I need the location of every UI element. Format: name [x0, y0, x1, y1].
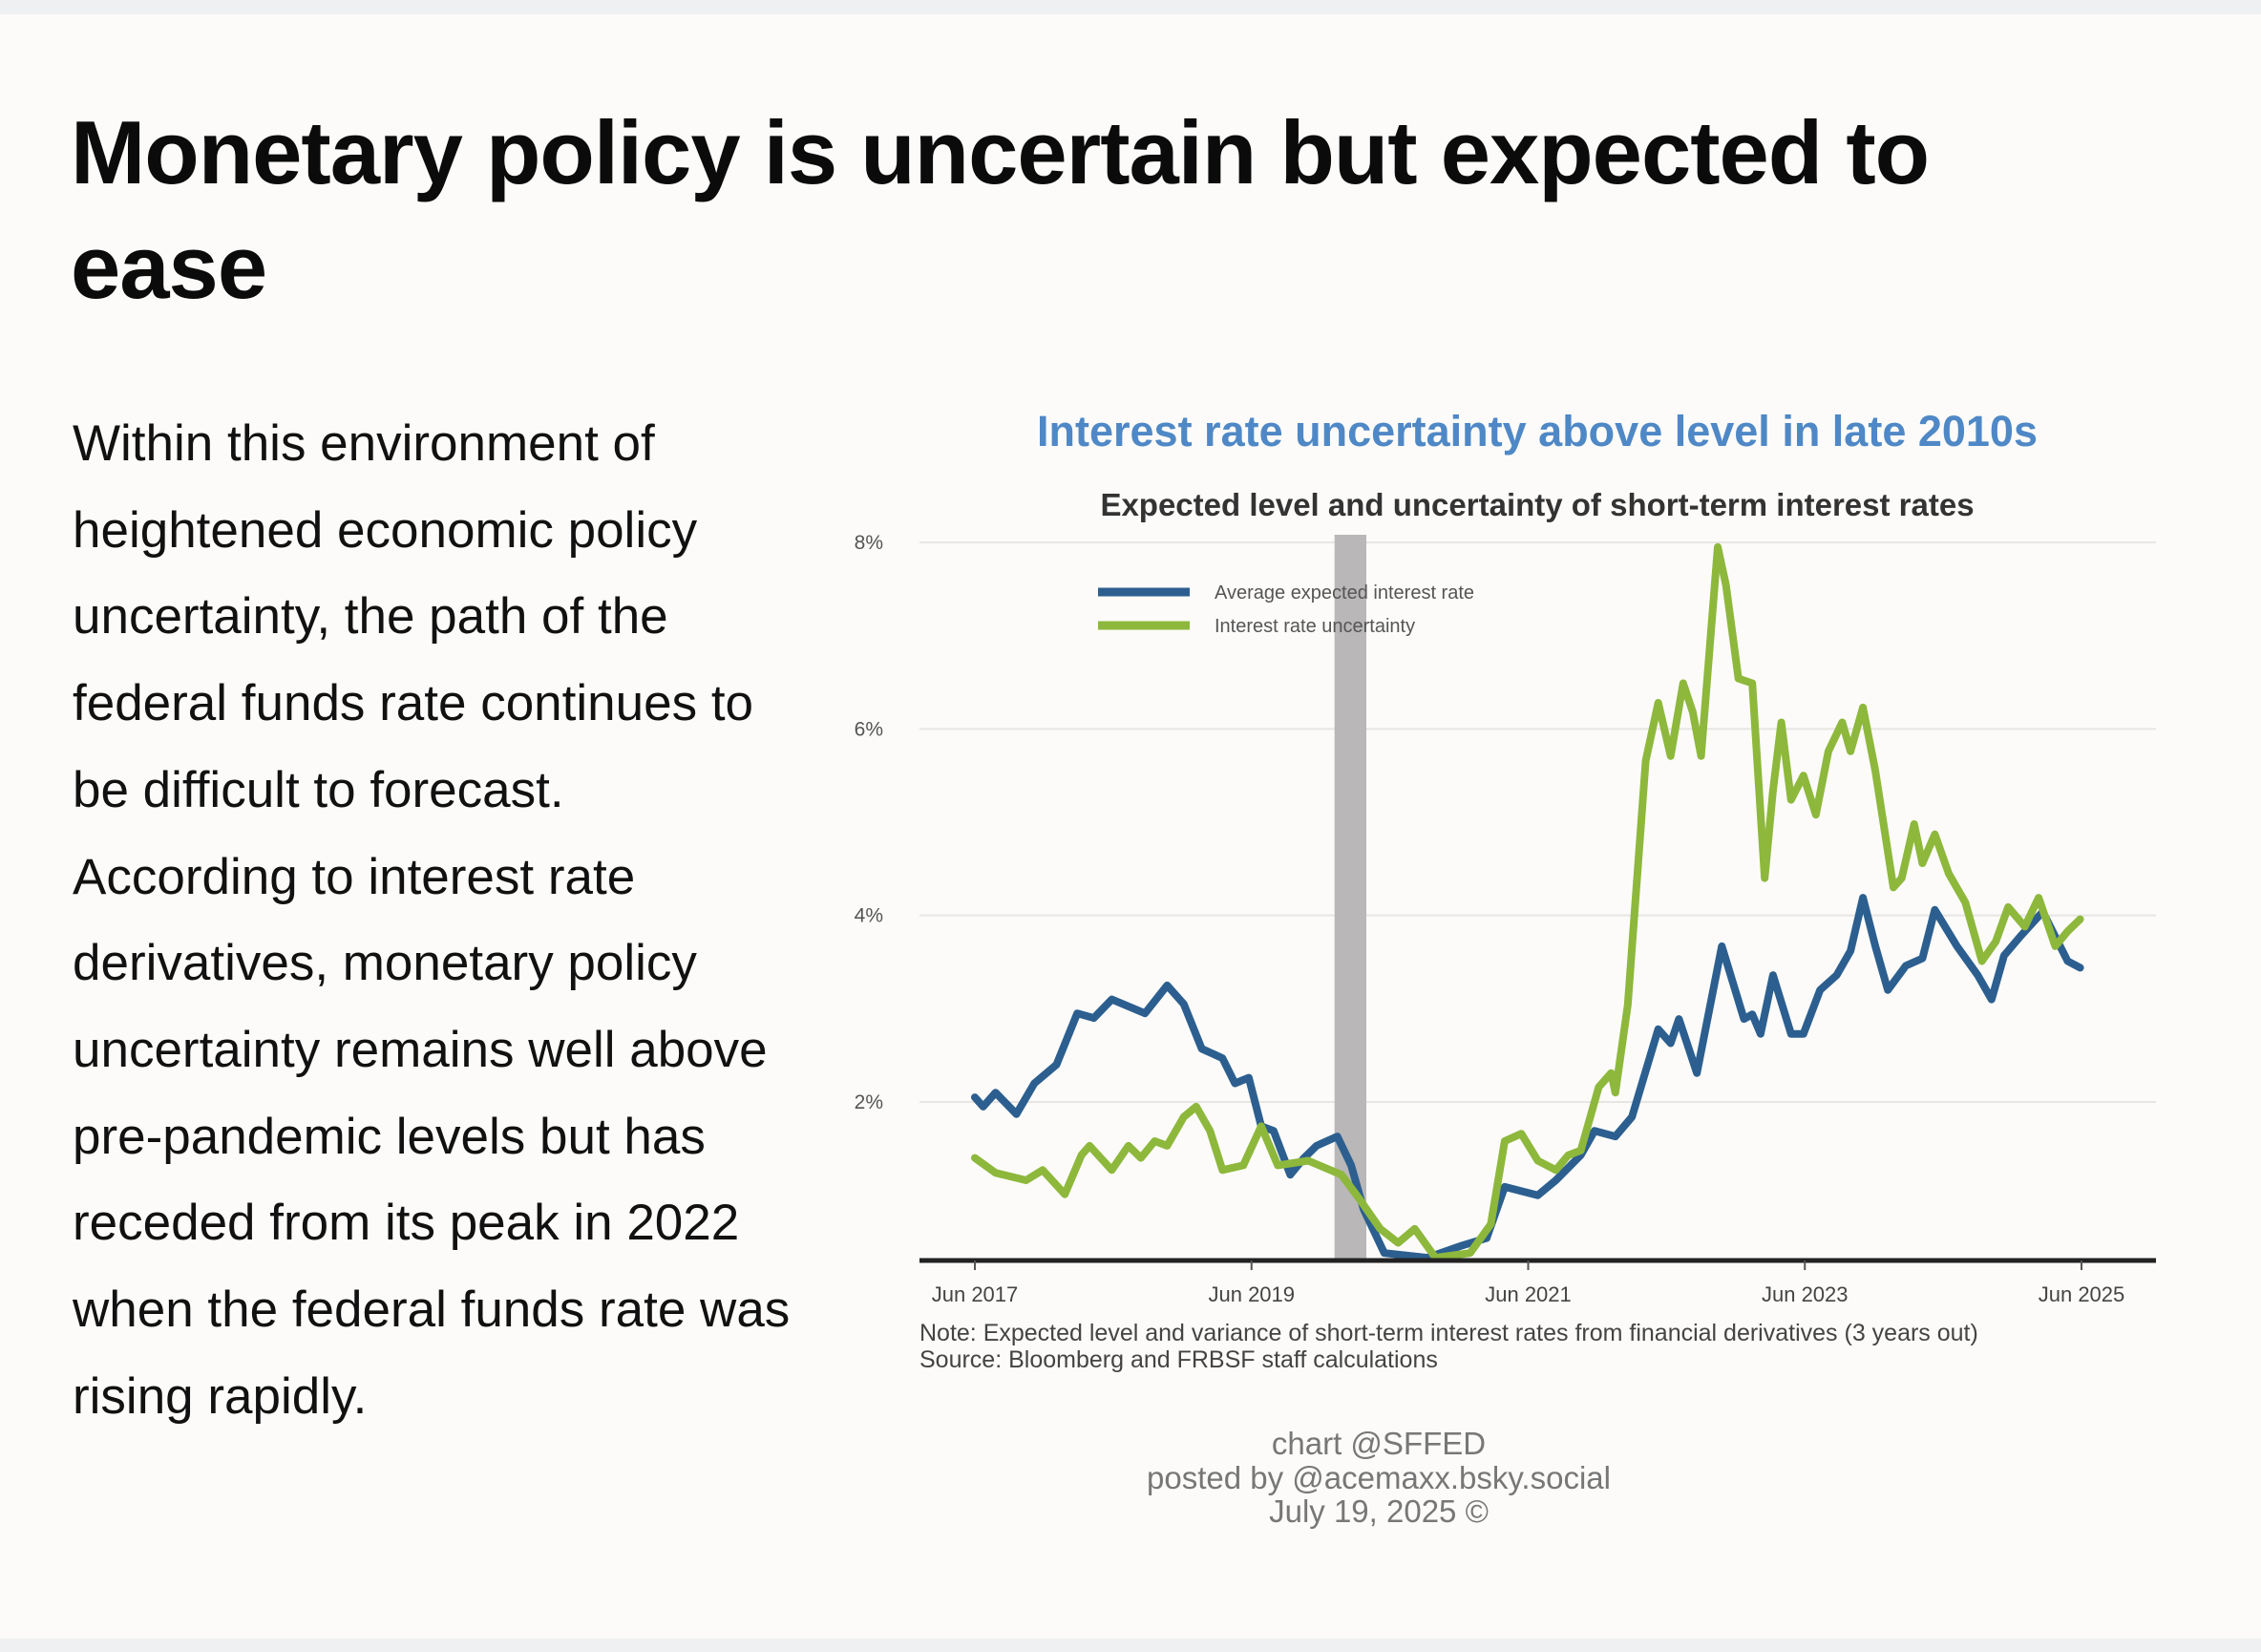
- top-band: [0, 0, 2261, 14]
- y-tick-label: 2%: [855, 1091, 883, 1113]
- x-tick-label: Jun 2023: [1762, 1282, 1849, 1306]
- recession-shading: [1334, 535, 1366, 1261]
- chart-subtitle: Expected level and uncertainty of short-…: [1100, 487, 1974, 522]
- series-line-expected-rate: [971, 894, 2084, 1262]
- chart-source: Source: Bloomberg and FRBSF staff calcul…: [919, 1346, 1438, 1373]
- legend-label: Average expected interest rate: [1215, 582, 1474, 604]
- x-tick-label: Jun 2025: [2039, 1282, 2125, 1306]
- y-tick-label: 8%: [855, 532, 883, 554]
- series-line-uncertainty: [971, 542, 2084, 1262]
- bottom-band: [0, 1639, 2261, 1652]
- y-tick-label: 4%: [855, 905, 883, 927]
- chart-title: Interest rate uncertainty above level in…: [1037, 407, 2038, 455]
- x-tick-label: Jun 2017: [932, 1282, 1019, 1306]
- x-tick-label: Jun 2021: [1485, 1282, 1572, 1306]
- credit-line-1: chart @SFFED: [1272, 1426, 1486, 1461]
- x-tick-label: Jun 2019: [1208, 1282, 1295, 1306]
- chart-note: Note: Expected level and variance of sho…: [919, 1320, 1978, 1346]
- legend-label: Interest rate uncertainty: [1215, 616, 1415, 637]
- y-tick-label: 6%: [855, 718, 883, 740]
- article-body: Within this environment of heightened ec…: [73, 415, 791, 1425]
- page-title: Monetary policy is uncertain but expecte…: [71, 102, 1930, 317]
- credit-line-3: July 19, 2025 ©: [1269, 1493, 1489, 1529]
- credit-line-2: posted by @acemaxx.bsky.social: [1147, 1460, 1611, 1495]
